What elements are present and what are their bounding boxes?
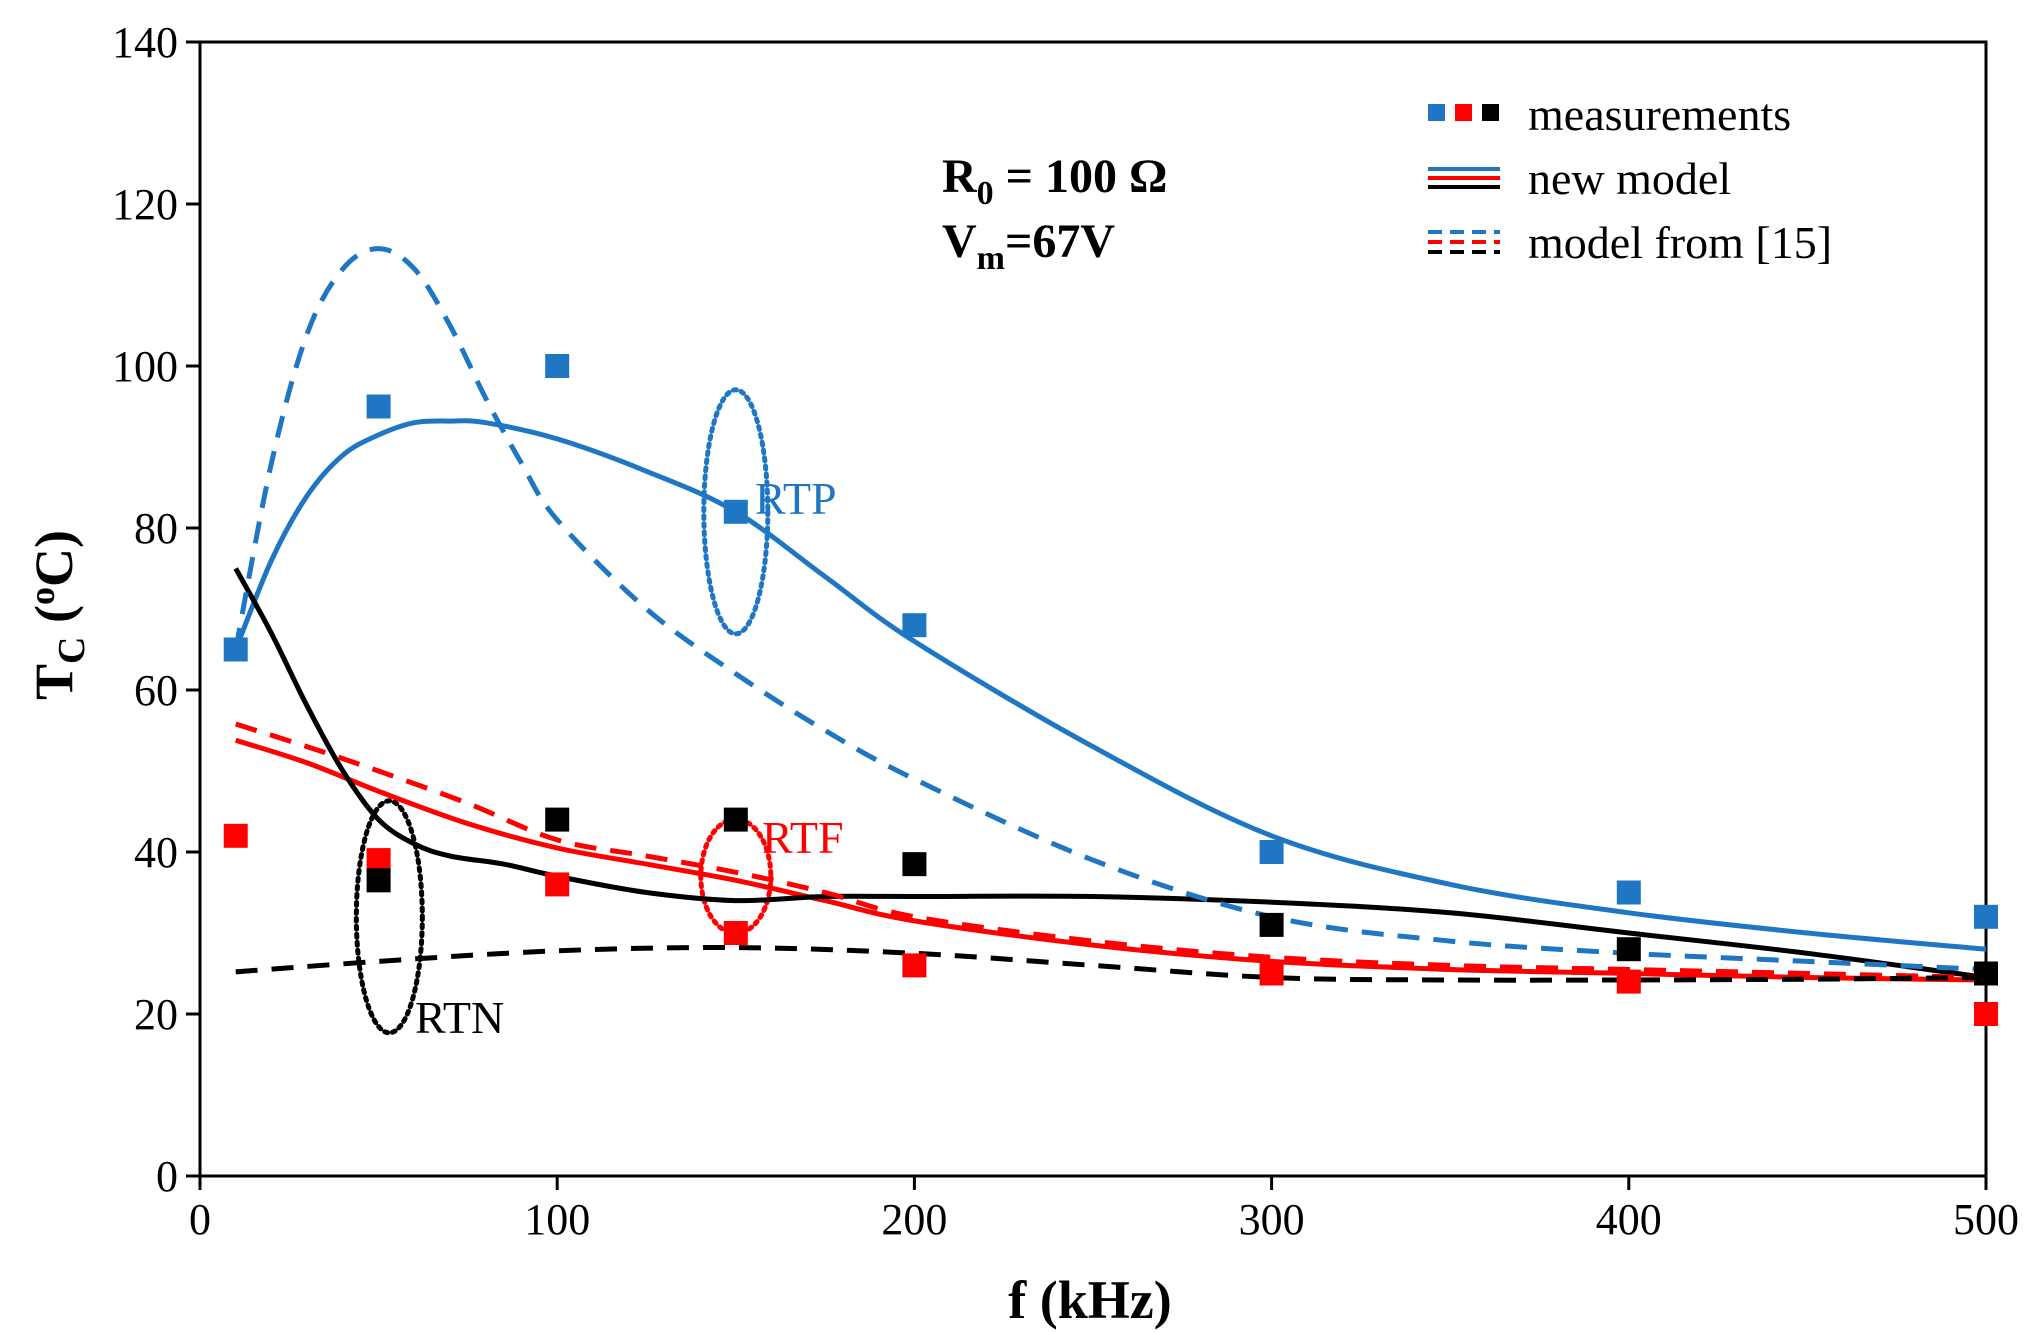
marker-rtf-50 bbox=[366, 848, 391, 873]
marker-rtf-10 bbox=[223, 823, 248, 848]
legend-marker-rtp bbox=[1428, 104, 1445, 121]
y-tick-label: 0 bbox=[156, 1152, 178, 1201]
marker-rtp-300 bbox=[1259, 840, 1284, 864]
param-r0-main: R bbox=[942, 150, 978, 203]
marker-rtp-200 bbox=[902, 613, 927, 638]
marker-rtf-100 bbox=[545, 872, 570, 897]
marker-rtn-50 bbox=[366, 868, 391, 893]
y-tick-label: 40 bbox=[134, 828, 178, 877]
y-tick-label: 60 bbox=[134, 666, 178, 715]
series-line-rtf-model-from-15 bbox=[234, 721, 1987, 980]
marker-rtp-50 bbox=[366, 394, 391, 419]
param-r0-rest: = 100 Ω bbox=[994, 150, 1168, 203]
param-r0-sub: 0 bbox=[977, 175, 994, 212]
marker-rtn-200 bbox=[902, 852, 927, 877]
param-vm: Vm=67V bbox=[942, 215, 1115, 277]
annotation-ellipse-rtn bbox=[353, 798, 425, 1036]
marker-rtn-500 bbox=[1974, 961, 1998, 986]
x-tick-label: 500 bbox=[1953, 1195, 2019, 1244]
legend-label-model-from-15: model from [15] bbox=[1528, 217, 1832, 268]
series-markers bbox=[223, 354, 1998, 1026]
series-line-rtp-model-from-15 bbox=[233, 246, 1987, 972]
marker-rtp-500 bbox=[1974, 904, 1998, 929]
marker-rtn-300 bbox=[1259, 912, 1284, 937]
param-r0: R0 = 100 Ω bbox=[942, 150, 1167, 212]
marker-rtp-400 bbox=[1616, 880, 1641, 905]
marker-rtf-500 bbox=[1974, 1002, 1998, 1026]
y-axis-title: TC (oC) bbox=[22, 530, 93, 700]
legend-new-model-swatch bbox=[1428, 167, 1500, 189]
axis-ticks: 0 20 40 60 80 100 120 140 0 100 200 300 400 500 bbox=[112, 18, 2019, 1244]
legend-label-measurements: measurements bbox=[1528, 89, 1791, 140]
marker-rtn-150 bbox=[723, 807, 748, 832]
annotation-rtp-label: RTP bbox=[755, 473, 837, 524]
marker-rtn-100 bbox=[545, 807, 570, 832]
y-axis-title-close: C) bbox=[24, 530, 84, 587]
x-tick-label: 0 bbox=[189, 1195, 211, 1244]
marker-rtp-150 bbox=[723, 499, 748, 524]
marker-rtp-100 bbox=[545, 354, 570, 378]
y-tick-label: 80 bbox=[134, 504, 178, 553]
annotation-rtn-label: RTN bbox=[415, 992, 504, 1043]
x-tick-label: 400 bbox=[1596, 1195, 1662, 1244]
legend: measurements new model model from [15] bbox=[1428, 89, 1832, 268]
marker-rtf-400 bbox=[1616, 969, 1641, 994]
param-vm-rest: =67V bbox=[1005, 215, 1115, 268]
series-line-rtp-new-model bbox=[233, 418, 1987, 952]
annotation-rtf-label: RTF bbox=[762, 812, 844, 863]
series-line-rtn-model-from-15 bbox=[235, 945, 1987, 983]
legend-marker-rtf bbox=[1455, 104, 1472, 121]
plot-area-frame bbox=[198, 40, 1988, 1178]
marker-rtf-150 bbox=[723, 921, 748, 945]
x-tick-label: 200 bbox=[881, 1195, 947, 1244]
marker-rtp-10 bbox=[223, 637, 248, 662]
y-tick-label: 120 bbox=[112, 180, 178, 229]
y-tick-label: 140 bbox=[112, 18, 178, 67]
y-axis-title-main: T bbox=[24, 664, 84, 700]
marker-rtn-400 bbox=[1616, 937, 1641, 962]
marker-rtf-200 bbox=[902, 953, 927, 978]
legend-model15-swatch bbox=[1428, 230, 1500, 254]
legend-label-new-model: new model bbox=[1528, 153, 1731, 204]
param-vm-main: V bbox=[942, 215, 977, 268]
annotation-ellipse-rtp bbox=[701, 387, 771, 637]
series-lines bbox=[233, 246, 1987, 983]
y-tick-label: 100 bbox=[112, 342, 178, 391]
param-vm-sub: m bbox=[977, 240, 1005, 277]
y-axis-title-sup: o bbox=[22, 587, 62, 605]
series-line-rtn-new-model bbox=[233, 567, 1987, 980]
x-axis-title: f (kHz) bbox=[1008, 1270, 1171, 1330]
x-tick-label: 300 bbox=[1239, 1195, 1305, 1244]
legend-marker-rtn bbox=[1482, 104, 1499, 121]
y-axis-title-open: ( bbox=[24, 605, 84, 636]
marker-rtf-300 bbox=[1259, 961, 1284, 986]
x-tick-label: 100 bbox=[524, 1195, 590, 1244]
y-tick-label: 20 bbox=[134, 990, 178, 1039]
legend-measurements-swatch bbox=[1428, 104, 1499, 121]
y-axis-title-sub: C bbox=[51, 636, 93, 663]
